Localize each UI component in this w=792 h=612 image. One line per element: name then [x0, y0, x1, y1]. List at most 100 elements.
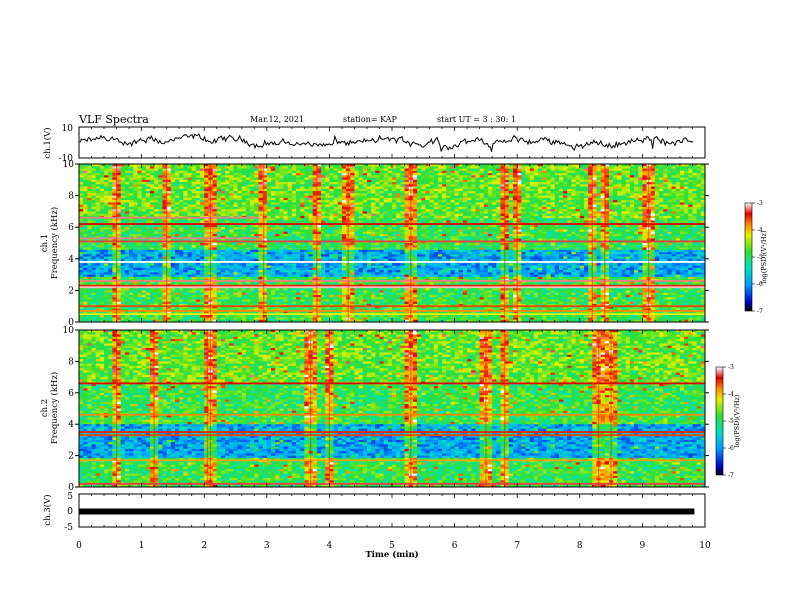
- spectrogram-cell: [191, 202, 197, 206]
- spectrogram-cell: [204, 170, 209, 174]
- spectrogram-cell: [174, 276, 180, 280]
- spectrogram-cell: [95, 186, 101, 190]
- spectrogram-cell: [129, 182, 134, 185]
- spectrogram-cell: [204, 184, 209, 187]
- spectrogram-cell: [287, 233, 293, 237]
- spectrogram-cell: [183, 164, 188, 167]
- spectrogram-cell: [283, 213, 289, 217]
- spectrogram-cell: [112, 170, 117, 174]
- spectrogram-cell: [225, 179, 230, 183]
- spectrogram-cell: [308, 220, 314, 224]
- spectrogram-cell: [116, 297, 122, 300]
- spectrogram-cell: [116, 270, 122, 273]
- spectrogram-cell: [225, 206, 230, 210]
- spectrogram-cell: [141, 315, 147, 318]
- spectrogram-cell: [250, 231, 255, 235]
- spectrogram-cell: [308, 193, 314, 196]
- spectrogram-cell: [187, 247, 193, 251]
- spectrogram-cell: [174, 195, 180, 199]
- spectrogram-cell: [266, 301, 272, 305]
- spectrogram-cell: [149, 290, 155, 294]
- spectrogram-cell: [112, 258, 117, 262]
- spectrogram-cell: [245, 281, 251, 285]
- spectrogram-cell: [308, 315, 314, 318]
- spectrogram-cell: [129, 267, 134, 271]
- spectrogram-cell: [216, 195, 222, 199]
- spectrogram-cell: [304, 206, 309, 210]
- spectrogram-cell: [225, 188, 230, 192]
- spectrogram-cell: [141, 186, 147, 190]
- spectrogram-cell: [191, 211, 197, 215]
- spectrogram-cell: [183, 290, 188, 294]
- spectrogram-cell: [287, 231, 293, 235]
- spectrogram-cell: [158, 233, 163, 237]
- spectrogram-cell: [296, 164, 301, 167]
- spectrogram-cell: [166, 270, 172, 273]
- spectrogram-cell: [104, 229, 109, 233]
- spectrogram-cell: [300, 252, 305, 255]
- spectrogram-cell: [99, 182, 105, 185]
- spectrogram-cell: [233, 306, 238, 309]
- spectrogram-cell: [304, 245, 309, 248]
- spectrogram-cell: [245, 200, 251, 203]
- spectrogram-cell: [183, 231, 188, 235]
- spectrogram-cell: [204, 227, 209, 230]
- spectrogram-cell: [108, 258, 113, 262]
- spectrogram-cell: [233, 258, 238, 262]
- spectrogram-cell: [262, 299, 268, 303]
- spectrogram-cell: [174, 306, 180, 309]
- spectrogram-cell: [225, 243, 230, 246]
- spectrogram-cell: [245, 170, 251, 174]
- spectrogram-cell: [262, 245, 268, 248]
- spectrogram-cell: [112, 319, 117, 323]
- spectrogram-cell: [266, 191, 272, 194]
- spectrogram-cell: [179, 229, 184, 233]
- spectrogram-cell: [262, 209, 268, 212]
- spectrogram-cell: [79, 168, 84, 172]
- spectrogram-cell: [112, 256, 117, 260]
- spectrogram-cell: [254, 182, 259, 185]
- spectrogram-cell: [270, 243, 276, 246]
- spectrogram-cell: [162, 188, 168, 192]
- spectrogram-cell: [220, 204, 226, 208]
- spectrogram-cell: [174, 209, 180, 212]
- spectrogram-cell: [308, 243, 314, 246]
- spectrogram-cell: [99, 193, 105, 196]
- spectrogram-cell: [120, 310, 126, 314]
- spectrogram-cell: [79, 206, 84, 210]
- spectrogram-cell: [124, 224, 130, 228]
- spectrogram-cell: [212, 254, 218, 257]
- spectrogram-cell: [308, 299, 314, 303]
- spectrogram-cell: [258, 290, 264, 294]
- spectrogram-cell: [312, 229, 318, 233]
- spectrogram-cell: [266, 184, 272, 187]
- spectrogram-cell: [312, 245, 318, 248]
- spectrogram-cell: [258, 274, 264, 278]
- spectrogram-cell: [99, 218, 105, 221]
- spectrogram-cell: [112, 206, 117, 210]
- spectrogram-cell: [116, 288, 122, 291]
- spectrogram-cell: [95, 188, 101, 192]
- spectrogram-cell: [91, 220, 97, 224]
- spectrogram-cell: [250, 224, 255, 228]
- spectrogram-cell: [195, 170, 201, 174]
- spectrogram-cell: [87, 267, 92, 271]
- spectrogram-cell: [250, 267, 255, 271]
- spectrogram-cell: [300, 245, 305, 248]
- spectrogram-cell: [179, 211, 184, 215]
- spectrogram-cell: [108, 299, 113, 303]
- spectrogram-cell: [191, 294, 197, 298]
- spectrogram-cell: [154, 227, 159, 230]
- spectrogram-cell: [154, 209, 159, 212]
- spectrogram-cell: [187, 245, 193, 248]
- spectrogram-cell: [296, 245, 301, 248]
- spectrogram-cell: [204, 186, 209, 190]
- spectrogram-cell: [279, 233, 284, 237]
- spectrogram-cell: [283, 299, 289, 303]
- spectrogram-cell: [258, 211, 264, 215]
- spectrogram-cell: [308, 218, 314, 221]
- spectrogram-cell: [283, 168, 289, 172]
- spectrogram-cell: [237, 220, 243, 224]
- spectrogram-cell: [287, 303, 293, 307]
- spectrogram-cell: [250, 238, 255, 242]
